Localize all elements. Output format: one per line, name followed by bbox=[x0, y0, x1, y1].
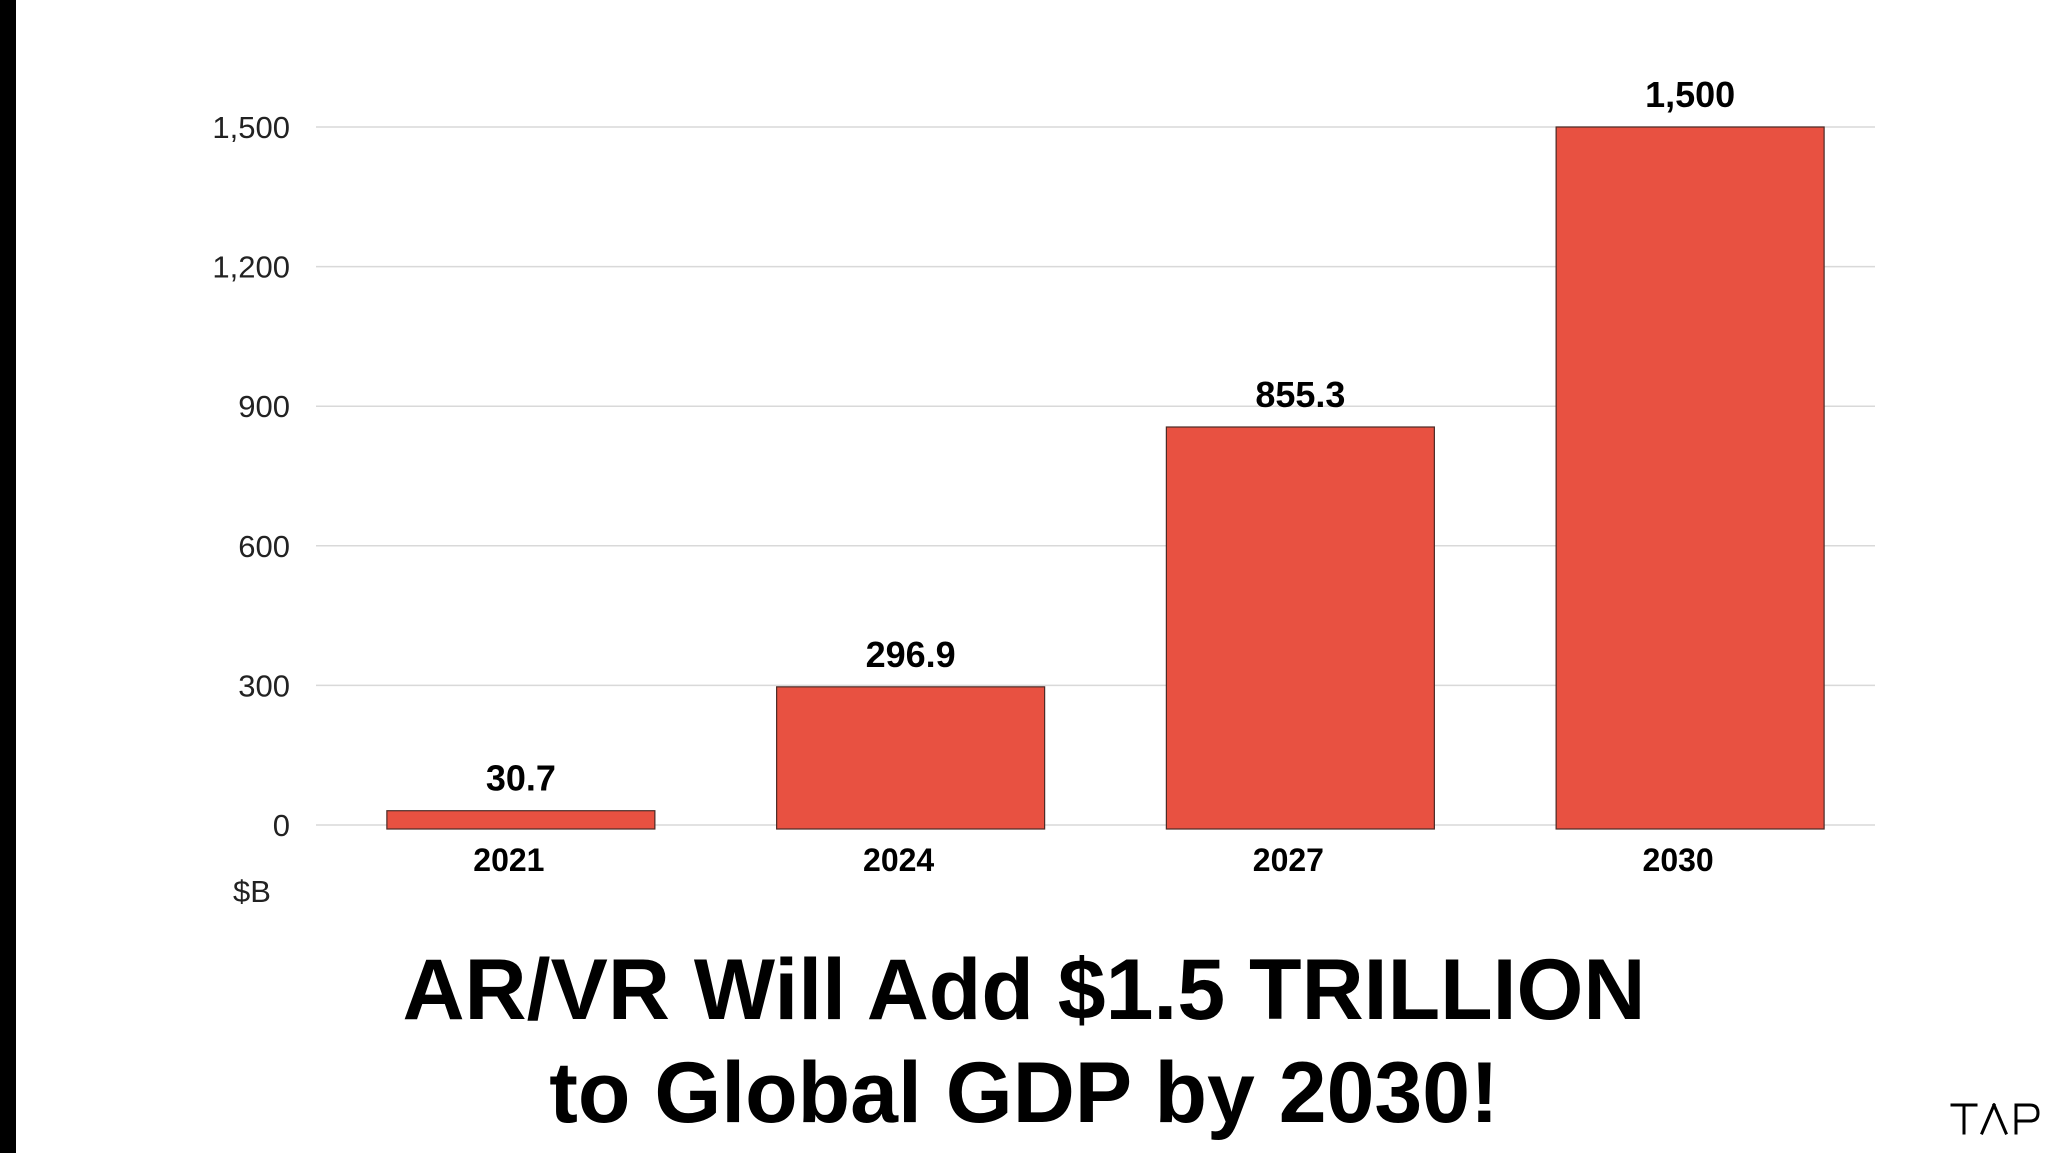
bar bbox=[1555, 126, 1825, 830]
x-tick-label: 2027 bbox=[1253, 842, 1324, 878]
y-tick-label: 1,200 bbox=[212, 250, 290, 285]
y-tick-label: 900 bbox=[238, 389, 290, 424]
x-tick-label: 2021 bbox=[473, 842, 544, 878]
y-tick-label: 300 bbox=[238, 668, 290, 703]
chart-title-line-1: AR/VR Will Add $1.5 TRILLION bbox=[402, 942, 1646, 1038]
data-label: 296.9 bbox=[866, 634, 956, 675]
data-label: 1,500 bbox=[1645, 74, 1735, 115]
left-edge-bar bbox=[0, 0, 16, 1153]
y-tick-label: 600 bbox=[238, 529, 290, 564]
data-label: 855.3 bbox=[1255, 374, 1345, 415]
bar-chart: 0 300 600 900 1,200 1,500 $B 30.7 2021 296.9 2024 8… bbox=[212, 74, 1875, 909]
bar bbox=[386, 810, 656, 830]
x-tick-label: 2024 bbox=[863, 842, 934, 878]
bar bbox=[776, 686, 1046, 830]
y-tick-label: 0 bbox=[273, 808, 290, 843]
unit-label: $B bbox=[233, 874, 271, 909]
data-label: 30.7 bbox=[486, 758, 556, 799]
bar bbox=[1165, 426, 1435, 830]
tap-logo-icon bbox=[1950, 1103, 2040, 1135]
x-tick-label: 2030 bbox=[1643, 842, 1714, 878]
chart-title-line-2: to Global GDP by 2030! bbox=[549, 1045, 1499, 1141]
y-tick-label: 1,500 bbox=[212, 110, 290, 145]
